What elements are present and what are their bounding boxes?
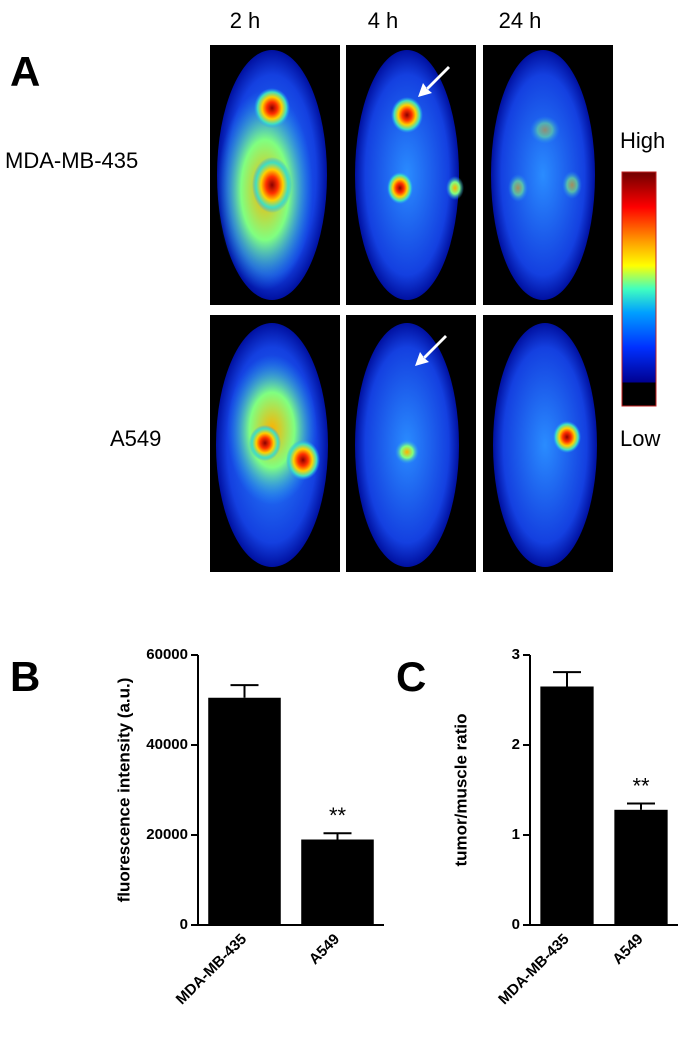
bar <box>301 839 374 925</box>
y-tick-label: 2 <box>512 736 520 753</box>
y-tick-label: 20000 <box>146 826 188 843</box>
colorbar-high: High <box>620 128 665 153</box>
significance: ** <box>632 773 650 798</box>
y-tick-label: 0 <box>180 916 188 933</box>
row-label: A549 <box>110 426 161 451</box>
y-axis-label: fluorescence intensity (a.u.) <box>114 678 133 903</box>
bar <box>208 697 281 925</box>
y-tick-label: 40000 <box>146 736 188 753</box>
x-tick-label: MDA-MB-435 <box>495 931 572 1008</box>
bar <box>614 809 668 925</box>
x-tick-label: A549 <box>306 931 343 968</box>
panel-label: A <box>10 48 40 95</box>
column-label: 24 h <box>499 8 542 33</box>
y-axis-label: tumor/muscle ratio <box>451 713 470 866</box>
y-tick-label: 0 <box>512 916 520 933</box>
panel-label: C <box>396 653 426 700</box>
x-tick-label: A549 <box>609 931 646 968</box>
y-tick-label: 3 <box>512 646 520 663</box>
y-tick-label: 60000 <box>146 646 188 663</box>
colorbar-low: Low <box>620 426 660 451</box>
mouse-images <box>210 45 613 572</box>
significance: ** <box>329 803 347 828</box>
bar <box>540 686 594 925</box>
row-label: MDA-MB-435 <box>5 148 138 173</box>
panel-label: B <box>10 653 40 700</box>
column-label: 4 h <box>368 8 399 33</box>
colorbar <box>621 171 657 407</box>
y-tick-label: 1 <box>512 826 520 843</box>
column-label: 2 h <box>230 8 261 33</box>
x-tick-label: MDA-MB-435 <box>173 931 250 1008</box>
